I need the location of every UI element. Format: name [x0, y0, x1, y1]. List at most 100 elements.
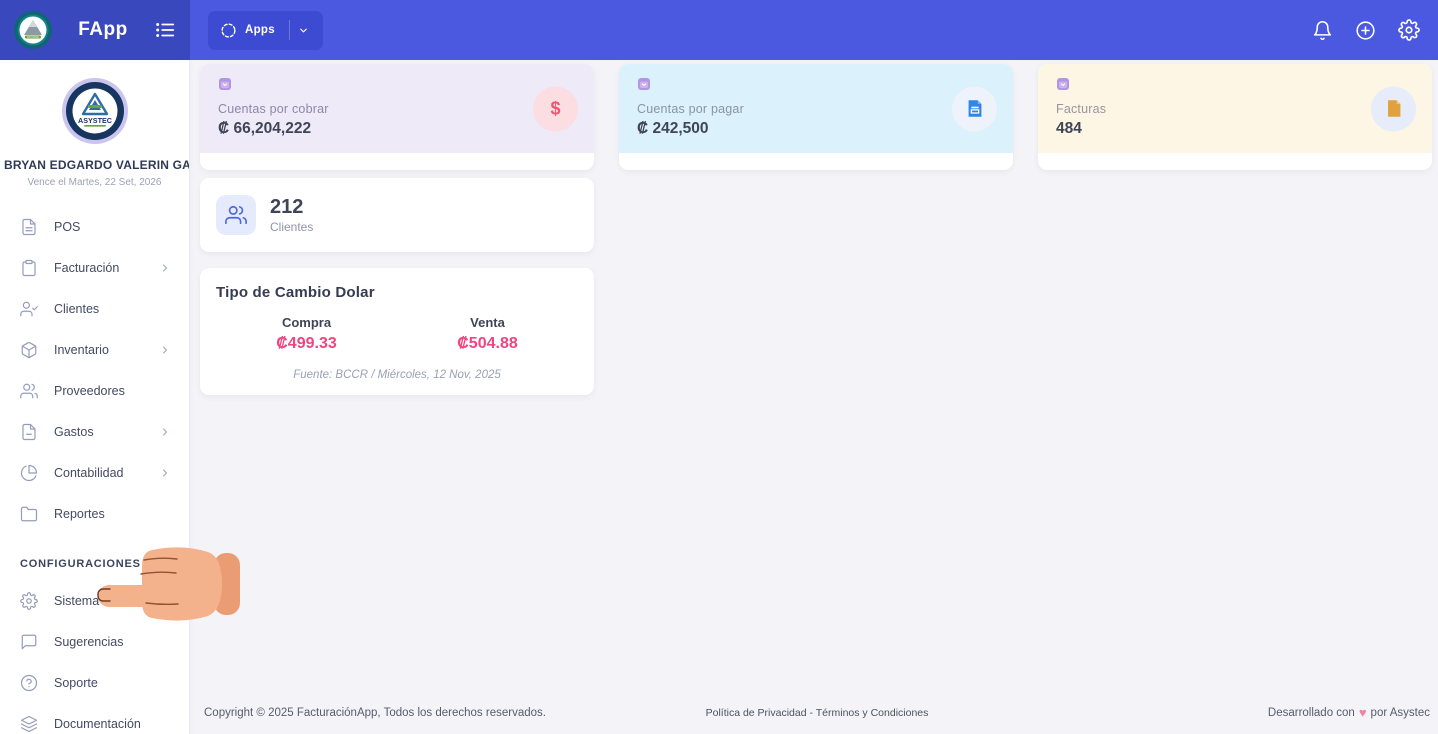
sidebar-item-label: Sistema — [54, 593, 100, 608]
sidebar-item-label: Gastos — [54, 424, 94, 439]
sidebar-item-label: Reportes — [54, 506, 105, 521]
exchange-card-title: Tipo de Cambio Dolar — [216, 284, 375, 301]
stat-card-facturas: Facturas 484 — [1038, 64, 1432, 170]
sidebar-item-label: Proveedores — [54, 383, 125, 398]
sidebar-item-clientes[interactable]: Clientes — [0, 288, 189, 329]
user-name: BRYAN EDGARDO VALERIN GAZO — [4, 158, 190, 172]
pie-chart-icon — [20, 464, 38, 482]
svg-text:ASYSTEC: ASYSTEC — [27, 35, 39, 39]
chevron-right-icon — [159, 344, 171, 356]
buy-value: ₡499.33 — [276, 335, 337, 352]
users-icon — [225, 205, 247, 225]
app-title: FApp — [78, 19, 128, 40]
sidebar-item-label: POS — [54, 219, 81, 234]
developed-by-text: Desarrollado con ♥ por Asystec — [928, 705, 1430, 720]
sidebar-item-label: Soporte — [54, 675, 98, 690]
terms-link[interactable]: Términos y Condiciones — [815, 706, 929, 719]
main-content: Cuentas por cobrar ₡ 66,204,222 $ Cuenta… — [190, 60, 1438, 734]
stats-row: Cuentas por cobrar ₡ 66,204,222 $ Cuenta… — [200, 64, 1432, 170]
sidebar-item-label: Documentación — [54, 716, 141, 731]
stat-card-cuentas-por-cobrar: Cuentas por cobrar ₡ 66,204,222 $ — [200, 64, 594, 170]
stat-card-cuentas-por-pagar: Cuentas por pagar ₡ 242,500 — [619, 64, 1013, 170]
sidebar-item-label: Facturación — [54, 260, 120, 275]
developed-suffix: por Asystec — [1370, 706, 1430, 719]
sidebar-item-reportes[interactable]: Reportes — [0, 493, 189, 534]
exchange-buy-column: Compra ₡499.33 — [216, 315, 397, 353]
sidebar-item-label: Clientes — [54, 301, 100, 316]
apps-dashed-circle-icon — [221, 22, 236, 38]
stat-badge — [952, 86, 997, 131]
quick-add-button[interactable] — [1355, 20, 1376, 41]
sidebar-item-sistema[interactable]: Sistema — [0, 580, 189, 621]
sidebar: ASYSTEC BRYAN EDGARDO VALERIN GAZO Vence… — [0, 60, 190, 734]
sidebar-item-label: Contabilidad — [54, 465, 124, 480]
sidebar-item-facturacion[interactable]: Facturación — [0, 247, 189, 288]
wallet-icon — [1057, 78, 1069, 90]
navbar-actions — [1312, 19, 1420, 41]
help-circle-icon — [20, 674, 38, 692]
stat-badge: $ — [533, 86, 578, 131]
apps-dropdown-button[interactable]: Apps — [208, 10, 323, 50]
gear-icon — [20, 591, 38, 610]
sidebar-item-inventario[interactable]: Inventario — [0, 329, 189, 370]
invoice-icon — [968, 100, 981, 117]
bell-icon — [1313, 20, 1332, 40]
exchange-rate-card: Tipo de Cambio Dolar Compra ₡499.33 Vent… — [200, 268, 594, 395]
exchange-columns: Compra ₡499.33 Venta ₡504.88 — [216, 315, 578, 353]
settings-button[interactable] — [1398, 19, 1420, 41]
sidebar-item-soporte[interactable]: Soporte — [0, 662, 189, 703]
sidebar-item-pos[interactable]: POS — [0, 206, 189, 247]
sidebar-item-gastos[interactable]: Gastos — [0, 411, 189, 452]
folder-icon — [20, 505, 38, 523]
top-navbar: ASYSTEC FApp Apps — [0, 0, 1438, 60]
dollar-icon: $ — [550, 98, 561, 118]
users-icon — [20, 382, 38, 400]
chevron-right-icon — [159, 467, 171, 479]
wallet-icon — [638, 78, 650, 90]
sidebar-item-label: Sugerencias — [54, 634, 124, 649]
stat-badge — [1371, 86, 1416, 131]
stat-label: Cuentas por pagar — [637, 102, 744, 116]
footer-link-separator: - — [806, 706, 816, 719]
package-icon — [20, 341, 38, 359]
sidebar-item-proveedores[interactable]: Proveedores — [0, 370, 189, 411]
sidebar-item-sugerencias[interactable]: Sugerencias — [0, 621, 189, 662]
clipboard-icon — [20, 259, 38, 277]
buy-label: Compra — [281, 315, 332, 330]
sidebar-menu: POS Facturación Clientes Inventario — [0, 202, 189, 734]
sidebar-toggle-button[interactable] — [154, 19, 176, 41]
sidebar-item-label: Inventario — [54, 342, 109, 357]
file-icon — [1387, 100, 1400, 117]
clients-icon-box — [216, 195, 256, 235]
layers-icon — [20, 715, 38, 733]
clients-count: 212 — [270, 196, 304, 218]
copyright-text: Copyright © 2025 FacturaciónApp, Todos l… — [204, 706, 546, 719]
exchange-sell-column: Venta ₡504.88 — [397, 315, 578, 353]
sell-label: Venta — [470, 315, 505, 330]
chevron-right-icon — [159, 262, 171, 274]
privacy-policy-link[interactable]: Política de Privacidad — [705, 706, 807, 719]
user-avatar: ASYSTEC — [61, 78, 128, 144]
exchange-source: Fuente: BCCR / Miércoles, 12 Nov, 2025 — [293, 369, 501, 381]
list-icon — [156, 23, 175, 37]
stat-label: Facturas — [1056, 102, 1107, 116]
stat-value: ₡ 66,204,222 — [218, 120, 312, 137]
sidebar-section-header: CONFIGURACIONES — [20, 558, 141, 570]
sidebar-item-documentacion[interactable]: Documentación — [0, 703, 189, 734]
clients-summary-card: 212 Clientes — [200, 178, 594, 252]
chevron-down-icon — [300, 28, 307, 32]
clients-label: Clientes — [270, 220, 314, 234]
message-icon — [20, 633, 38, 651]
user-profile: ASYSTEC BRYAN EDGARDO VALERIN GAZO Vence… — [0, 60, 189, 202]
heart-icon: ♥ — [1358, 705, 1367, 720]
user-check-icon — [20, 300, 38, 318]
stat-label: Cuentas por cobrar — [218, 102, 329, 116]
stat-value: ₡ 242,500 — [637, 120, 709, 137]
apps-button-label: Apps — [245, 24, 275, 36]
file-minus-icon — [20, 423, 38, 441]
avatar-logo-text: ASYSTEC — [78, 116, 112, 125]
chevron-right-icon — [159, 426, 171, 438]
sidebar-item-contabilidad[interactable]: Contabilidad — [0, 452, 189, 493]
notifications-button[interactable] — [1312, 20, 1333, 41]
button-divider — [288, 20, 290, 40]
